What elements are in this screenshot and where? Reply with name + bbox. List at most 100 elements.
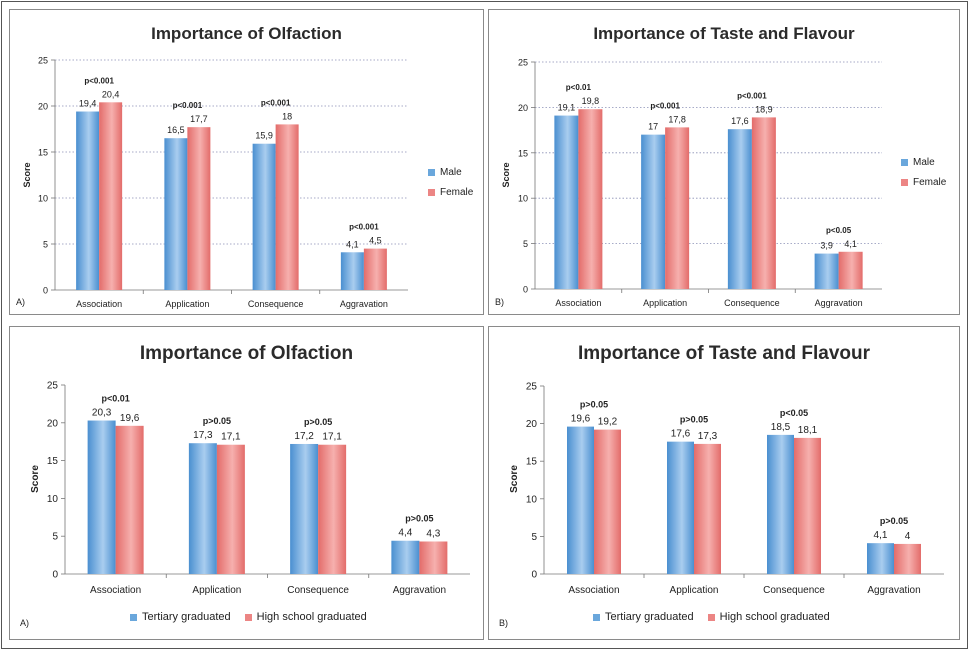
- significance-annotation: p>0.05: [580, 400, 608, 410]
- chart-title: Importance of Taste and Flavour: [577, 343, 871, 364]
- bar-series-2: [216, 444, 245, 574]
- data-label: 18,9: [755, 104, 773, 114]
- data-label: 4,5: [369, 236, 382, 246]
- legend-item-high-school: High school graduated: [244, 611, 367, 623]
- y-tick-label: 10: [526, 494, 538, 505]
- data-label: 3,9: [820, 241, 833, 251]
- bar-series-2: [419, 541, 448, 574]
- x-tick-label: Consequence: [724, 298, 780, 308]
- y-tick-label: 0: [523, 285, 528, 295]
- data-label: 19,4: [79, 99, 97, 109]
- y-tick-label: 0: [43, 286, 48, 296]
- bar-series-2: [275, 124, 299, 291]
- data-label: 20,3: [92, 408, 112, 419]
- x-tick-label: Aggravation: [867, 585, 920, 596]
- y-tick-label: 15: [38, 148, 48, 158]
- data-label: 17,6: [731, 116, 749, 126]
- bar-series-1: [164, 138, 188, 290]
- bar-series-2: [363, 248, 387, 290]
- bar-series-1: [767, 434, 794, 574]
- legend-swatch-male: [901, 158, 908, 166]
- y-tick-label: 10: [47, 494, 59, 505]
- y-tick-label: 5: [52, 532, 58, 543]
- chart-plot: 0 5 10 15 20 25 Score Association 19,6 19,2 p>0.05…: [509, 382, 944, 596]
- data-label: 17,7: [190, 114, 208, 124]
- significance-annotation: p>0.05: [880, 516, 908, 526]
- x-tick-label: Association: [555, 298, 601, 308]
- data-label: 19,2: [598, 417, 618, 428]
- data-label: 4,3: [426, 528, 440, 539]
- legend-item-tertiary: Tertiary graduated: [593, 611, 694, 623]
- chart-panel-olfaction-education: Importance of Olfaction 0 5 10 15 20 25 Score A…: [9, 326, 484, 640]
- bar-series-1: [567, 426, 594, 574]
- y-axis-label: Score: [501, 162, 511, 187]
- significance-annotation: p<0.001: [650, 101, 680, 110]
- significance-annotation: p<0.05: [826, 226, 852, 235]
- bar-series-1: [867, 543, 894, 574]
- bar-series-1: [87, 420, 116, 574]
- y-tick-label: 10: [38, 194, 48, 204]
- legend-item-high-school: High school graduated: [707, 611, 830, 623]
- bar-series-2: [894, 543, 921, 574]
- data-label: 17,2: [294, 431, 314, 442]
- legend-label-female: Female: [440, 186, 474, 198]
- bar-series-2: [115, 425, 144, 574]
- y-tick-label: 5: [523, 239, 528, 249]
- chart-title: Importance of Olfaction: [139, 343, 354, 364]
- legend-item-female: Female: [901, 172, 946, 192]
- data-label: 4,1: [346, 239, 359, 249]
- data-label: 18,1: [798, 425, 818, 436]
- significance-annotation: p<0.001: [173, 101, 203, 110]
- bar-series-1: [814, 253, 839, 289]
- bar-series-1: [290, 443, 319, 574]
- legend-label-tertiary: Tertiary graduated: [605, 611, 694, 623]
- chart-plot: 0 5 10 15 20 25 Score Association 20,3 19,6 p<0.01…: [30, 381, 470, 596]
- legend-swatch-female: [428, 188, 435, 196]
- x-tick-label: Association: [90, 585, 141, 596]
- panel-label: B): [495, 297, 504, 307]
- y-tick-label: 5: [531, 532, 537, 543]
- y-axis-label: Score: [22, 162, 32, 187]
- y-tick-label: 25: [518, 58, 528, 68]
- y-tick-label: 0: [52, 570, 58, 581]
- legend-item-male: Male: [428, 162, 473, 182]
- data-label: 17,8: [668, 114, 686, 124]
- y-tick-label: 20: [38, 102, 48, 112]
- x-tick-label: Application: [670, 585, 719, 596]
- legend-label-tertiary: Tertiary graduated: [142, 611, 231, 623]
- x-tick-label: Application: [165, 299, 209, 309]
- significance-annotation: p<0.01: [101, 394, 129, 404]
- data-label: 4: [905, 531, 911, 542]
- bar-series-2: [187, 127, 211, 290]
- significance-annotation: p<0.05: [780, 408, 808, 418]
- chart-legend: Male Female: [901, 152, 946, 192]
- data-label: 17,6: [671, 429, 691, 440]
- chart-legend: Tertiary graduated High school graduated: [593, 611, 844, 623]
- chart-title: Importance of Olfaction: [151, 24, 342, 43]
- legend-label-male: Male: [913, 156, 935, 168]
- chart-panel-taste-gender: Importance of Taste and Flavour 0 5 10 15 20…: [488, 9, 960, 315]
- data-label: 19,1: [558, 103, 576, 113]
- legend-item-female: Female: [428, 182, 473, 202]
- y-tick-label: 20: [526, 419, 538, 430]
- bar-series-1: [667, 441, 694, 574]
- data-label: 17,3: [193, 430, 213, 441]
- bar-series-2: [751, 117, 776, 289]
- data-label: 16,5: [167, 125, 185, 135]
- bar-series-2: [665, 127, 690, 289]
- data-label: 18,5: [771, 422, 791, 433]
- panel-label: A): [16, 297, 25, 307]
- x-tick-label: Consequence: [248, 299, 304, 309]
- bar-series-2: [838, 251, 863, 289]
- significance-annotation: p<0.01: [566, 83, 592, 92]
- bar-series-2: [794, 437, 821, 574]
- x-tick-label: Aggravation: [393, 585, 446, 596]
- bar-series-1: [554, 115, 579, 290]
- bar-series-2: [594, 429, 621, 574]
- x-tick-label: Application: [192, 585, 241, 596]
- data-label: 17,1: [322, 432, 342, 443]
- x-tick-label: Association: [568, 585, 619, 596]
- bar-series-1: [252, 143, 276, 290]
- significance-annotation: p>0.05: [203, 416, 231, 426]
- y-tick-label: 20: [518, 103, 528, 113]
